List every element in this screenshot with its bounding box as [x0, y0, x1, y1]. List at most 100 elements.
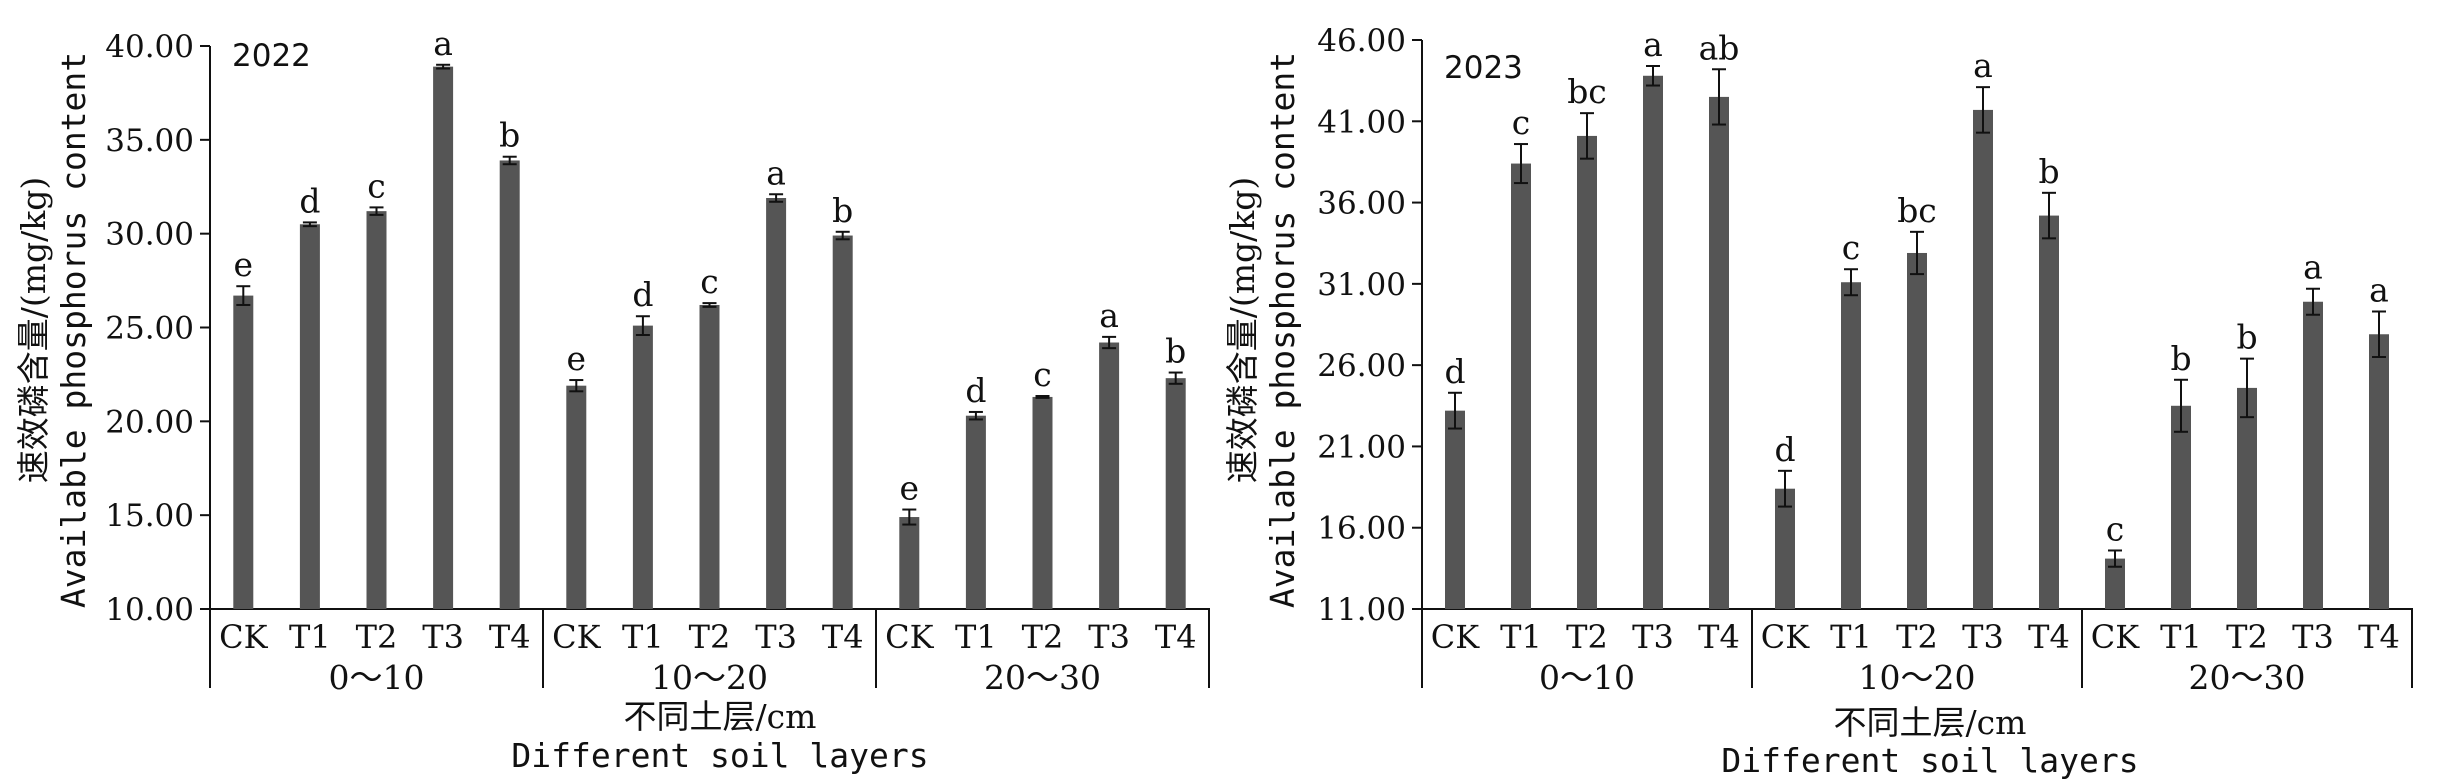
y-axis-title-cn: 速效磷含量/(mg/kg) — [14, 177, 53, 484]
significance-letter: d — [1444, 352, 1465, 391]
group-label: 0～10 — [1539, 658, 1635, 697]
y-tick-label: 25.00 — [105, 311, 194, 347]
bar — [1511, 163, 1531, 609]
significance-letter: e — [234, 245, 254, 284]
y-axis-title-cn: 速效磷含量/(mg/kg) — [1223, 177, 1262, 484]
y-tick-label: 26.00 — [1317, 348, 1406, 384]
group-label: 0～10 — [329, 658, 425, 697]
y-tick-label: 11.00 — [1317, 592, 1406, 628]
significance-letter: e — [567, 339, 587, 378]
group-label: 20～30 — [2189, 658, 2306, 697]
y-tick-label: 40.00 — [105, 29, 194, 65]
significance-letter: c — [1512, 103, 1530, 142]
x-category-label: T1 — [2160, 618, 2202, 656]
x-category-label: T2 — [356, 618, 398, 656]
x-category-label: T3 — [1962, 618, 2004, 656]
significance-letter: b — [1165, 332, 1186, 371]
bar — [1973, 109, 1993, 610]
significance-letter: e — [900, 469, 920, 508]
bar — [366, 211, 387, 609]
x-category-label: T3 — [1088, 618, 1130, 656]
bar — [1577, 135, 1597, 609]
x-category-label: T2 — [1022, 618, 1064, 656]
significance-letter: c — [2106, 509, 2124, 548]
x-category-label: T4 — [489, 618, 531, 656]
significance-letter: b — [2236, 318, 2257, 357]
significance-letter: b — [499, 116, 520, 155]
x-category-label: T2 — [689, 618, 731, 656]
significance-letter: b — [2170, 339, 2191, 378]
chart-panel-2022: 2022 速效磷含量/(mg/kg) Available phosphorus … — [14, 24, 1210, 775]
significance-letter: a — [1643, 25, 1663, 64]
x-category-label: CK — [219, 618, 268, 656]
x-axis-title-en: Different soil layers — [511, 736, 928, 775]
significance-letter: bc — [1897, 191, 1937, 230]
x-category-label: T4 — [822, 618, 864, 656]
panel-year-label: 2022 — [232, 38, 311, 74]
x-category-label: T3 — [422, 618, 464, 656]
significance-letter: d — [299, 181, 320, 220]
bar — [233, 295, 254, 609]
significance-letter: a — [2369, 270, 2389, 309]
significance-letter: b — [832, 191, 853, 230]
x-category-label: T3 — [755, 618, 797, 656]
bar — [1165, 378, 1186, 609]
bar — [965, 415, 986, 609]
bar — [299, 224, 320, 610]
significance-letter: d — [1774, 430, 1795, 469]
x-category-label: CK — [552, 618, 601, 656]
x-category-label: T1 — [1500, 618, 1542, 656]
significance-letter: a — [766, 153, 786, 192]
bar — [1445, 410, 1465, 609]
x-category-label: T2 — [1896, 618, 1938, 656]
x-axis-title-cn: 不同土层/cm — [624, 697, 817, 736]
x-axis-title-en: Different soil layers — [1721, 741, 2138, 780]
bar — [832, 235, 853, 609]
significance-letter: c — [1033, 355, 1051, 394]
y-tick-label: 10.00 — [105, 592, 194, 628]
y-tick-label: 46.00 — [1317, 23, 1406, 59]
significance-letter: d — [632, 275, 653, 314]
x-category-label: T3 — [1632, 618, 1674, 656]
y-tick-label: 35.00 — [105, 123, 194, 159]
bar — [2105, 558, 2125, 609]
bar — [1643, 75, 1663, 609]
x-category-label: CK — [1431, 618, 1480, 656]
bar — [2237, 387, 2257, 609]
x-category-label: T4 — [2358, 618, 2400, 656]
bar — [2171, 405, 2191, 609]
significance-letter: ab — [1699, 28, 1740, 67]
x-category-label: T2 — [2226, 618, 2268, 656]
x-category-label: T4 — [2028, 618, 2070, 656]
y-tick-label: 16.00 — [1317, 511, 1406, 547]
bar — [699, 304, 720, 609]
bar — [632, 325, 653, 609]
chart-panel-2023: 2023 速效磷含量/(mg/kg) Available phosphorus … — [1223, 23, 2413, 780]
x-category-label: T1 — [622, 618, 664, 656]
significance-letter: a — [433, 24, 453, 63]
bar — [499, 160, 520, 609]
y-axis-title-en: Available phosphorus content — [1263, 52, 1302, 608]
bar — [566, 385, 587, 609]
bar — [1099, 342, 1120, 609]
significance-letter: a — [1973, 46, 1993, 85]
x-category-label: CK — [1761, 618, 1810, 656]
x-category-label: CK — [885, 618, 934, 656]
x-category-label: T4 — [1155, 618, 1197, 656]
significance-letter: c — [700, 262, 718, 301]
x-category-label: T1 — [955, 618, 997, 656]
significance-letter: b — [2038, 152, 2059, 191]
significance-letter: a — [2303, 248, 2323, 287]
bar — [1709, 96, 1729, 609]
x-category-label: T1 — [1830, 618, 1872, 656]
significance-letter: a — [1099, 296, 1119, 335]
bar — [1841, 282, 1861, 609]
y-tick-label: 31.00 — [1317, 267, 1406, 303]
x-category-label: T2 — [1566, 618, 1608, 656]
bar — [2369, 334, 2389, 609]
x-category-label: T4 — [1698, 618, 1740, 656]
bar — [766, 198, 787, 609]
bar — [1032, 396, 1053, 609]
group-label: 20～30 — [984, 658, 1101, 697]
